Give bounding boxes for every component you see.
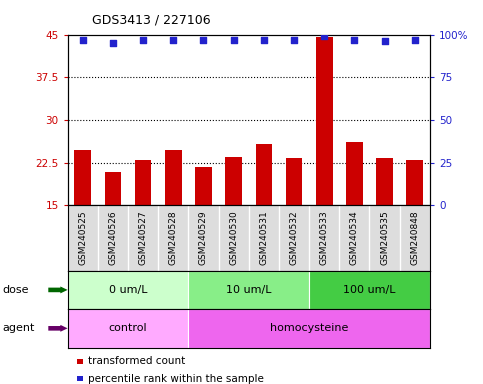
Bar — [286, 157, 302, 205]
Text: agent: agent — [2, 323, 35, 333]
Point — [199, 36, 207, 43]
Bar — [407, 160, 423, 205]
Bar — [316, 37, 332, 205]
Text: control: control — [109, 323, 147, 333]
Bar — [346, 142, 363, 205]
Bar — [256, 144, 272, 205]
Bar — [74, 150, 91, 205]
Text: GSM240528: GSM240528 — [169, 211, 178, 265]
Bar — [105, 172, 121, 205]
Text: GSM240529: GSM240529 — [199, 211, 208, 265]
Text: percentile rank within the sample: percentile rank within the sample — [87, 374, 264, 384]
Point — [290, 36, 298, 43]
Text: GSM240527: GSM240527 — [139, 211, 148, 265]
Bar — [135, 160, 151, 205]
Point — [79, 36, 86, 43]
Point — [139, 36, 147, 43]
Text: GSM240533: GSM240533 — [320, 211, 329, 265]
Text: 0 um/L: 0 um/L — [109, 285, 147, 295]
Text: GSM240525: GSM240525 — [78, 211, 87, 265]
Point — [230, 36, 238, 43]
Point — [170, 36, 177, 43]
Bar — [226, 157, 242, 205]
Bar — [195, 167, 212, 205]
Text: transformed count: transformed count — [87, 356, 185, 366]
Bar — [309, 271, 430, 309]
Bar — [165, 150, 182, 205]
Point — [411, 36, 419, 43]
Text: dose: dose — [2, 285, 29, 295]
Text: GSM240534: GSM240534 — [350, 211, 359, 265]
Point — [381, 38, 388, 45]
Text: homocysteine: homocysteine — [270, 323, 348, 333]
Text: GSM240848: GSM240848 — [410, 211, 419, 265]
Bar — [376, 158, 393, 205]
Text: GSM240535: GSM240535 — [380, 211, 389, 265]
Text: GSM240530: GSM240530 — [229, 211, 238, 265]
Point — [260, 36, 268, 43]
Point — [109, 40, 117, 46]
Bar — [68, 271, 188, 309]
Text: GSM240531: GSM240531 — [259, 211, 269, 265]
Bar — [68, 309, 188, 348]
Text: 100 um/L: 100 um/L — [343, 285, 396, 295]
Text: GDS3413 / 227106: GDS3413 / 227106 — [92, 14, 211, 27]
Bar — [188, 309, 430, 348]
Text: GSM240526: GSM240526 — [108, 211, 117, 265]
Text: 10 um/L: 10 um/L — [226, 285, 271, 295]
Text: GSM240532: GSM240532 — [289, 211, 298, 265]
Point — [320, 33, 328, 39]
Point — [351, 36, 358, 43]
Bar — [188, 271, 309, 309]
